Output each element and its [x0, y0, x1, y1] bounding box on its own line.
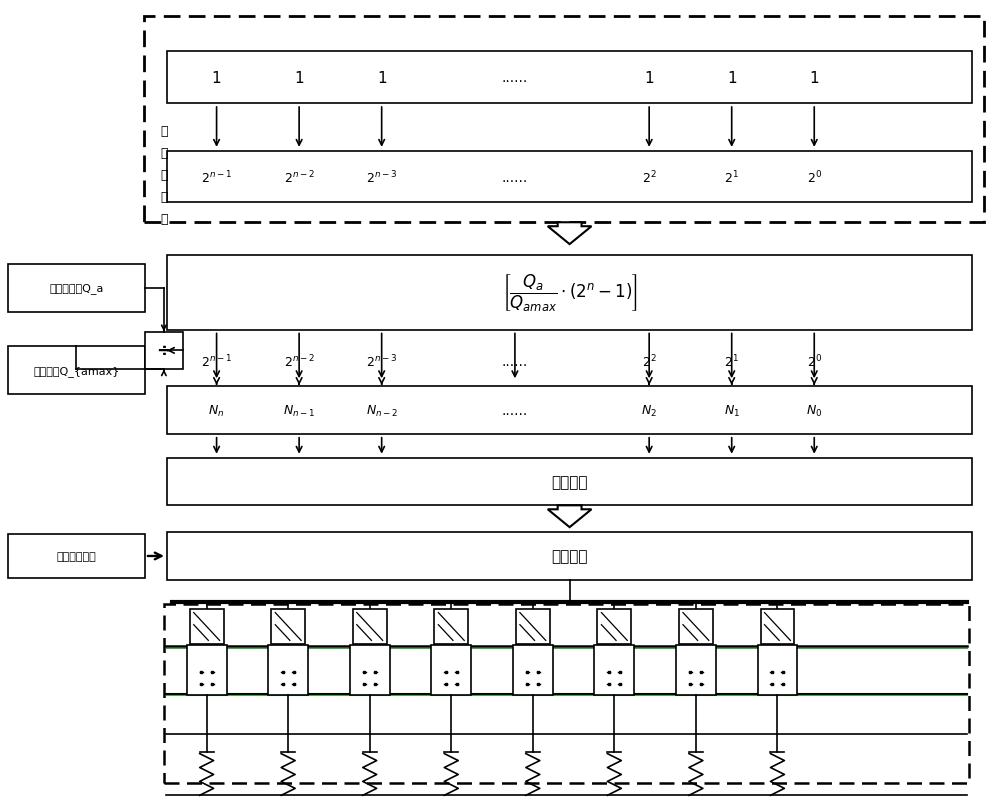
Text: $2^{n-1}$: $2^{n-1}$	[201, 354, 232, 370]
Bar	[167, 533, 972, 580]
Bar	[268, 646, 308, 695]
Text: $N_2$: $N_2$	[641, 403, 657, 418]
Text: 1: 1	[809, 71, 819, 86]
Text: 需要的流量Q_a: 需要的流量Q_a	[49, 283, 104, 294]
Text: 功率放大电路: 功率放大电路	[56, 551, 96, 561]
Bar	[271, 609, 305, 645]
Bar	[167, 53, 972, 104]
Bar	[164, 604, 969, 783]
Bar	[676, 646, 716, 695]
Bar	[350, 646, 390, 695]
Bar	[353, 609, 387, 645]
Text: $2^1$: $2^1$	[724, 354, 739, 370]
Text: ......: ......	[502, 355, 528, 369]
Text: 1: 1	[727, 71, 737, 86]
Bar	[187, 646, 227, 695]
Text: $2^1$: $2^1$	[724, 169, 739, 186]
Text: 1: 1	[212, 71, 221, 86]
Bar	[434, 609, 468, 645]
Bar	[594, 646, 634, 695]
Text: $2^{n-3}$: $2^{n-3}$	[366, 354, 397, 370]
Bar	[144, 17, 984, 223]
Text: 1: 1	[377, 71, 386, 86]
Bar	[513, 646, 553, 695]
Text: $N_{n-1}$: $N_{n-1}$	[283, 403, 315, 418]
Text: $2^{n-2}$: $2^{n-2}$	[284, 354, 315, 370]
Text: $2^{n-1}$: $2^{n-1}$	[201, 169, 232, 186]
Text: $2^2$: $2^2$	[642, 354, 657, 370]
Bar	[190, 609, 224, 645]
Bar	[516, 609, 550, 645]
Text: ......: ......	[502, 170, 528, 184]
Text: ......: ......	[502, 71, 528, 85]
Bar	[758, 646, 797, 695]
Bar	[761, 609, 794, 645]
Text: 进: 进	[160, 147, 168, 160]
Text: 法: 法	[160, 191, 168, 204]
Bar	[167, 255, 972, 330]
Text: 最大流量Q_{amax}: 最大流量Q_{amax}	[33, 365, 120, 376]
Bar	[167, 387, 972, 434]
Bar	[431, 646, 471, 695]
Text: $2^2$: $2^2$	[642, 169, 657, 186]
Text: $N_1$: $N_1$	[724, 403, 740, 418]
Bar	[597, 609, 631, 645]
Text: ÷: ÷	[156, 342, 171, 360]
Bar	[167, 458, 972, 506]
Text: $\left[\dfrac{Q_a}{Q_{amax}}\cdot(2^n-1)\right]$: $\left[\dfrac{Q_a}{Q_{amax}}\cdot(2^n-1)…	[502, 272, 638, 314]
Text: $N_0$: $N_0$	[806, 403, 822, 418]
Text: $N_n$: $N_n$	[208, 403, 225, 418]
Bar	[167, 152, 972, 203]
Text: $2^0$: $2^0$	[807, 169, 822, 186]
Text: 1: 1	[644, 71, 654, 86]
Text: $2^{n-2}$: $2^{n-2}$	[284, 169, 315, 186]
Text: $2^{n-3}$: $2^{n-3}$	[366, 169, 397, 186]
Polygon shape	[548, 223, 591, 245]
Text: 1: 1	[294, 71, 304, 86]
Text: 控制信号: 控制信号	[551, 549, 588, 564]
Text: $N_{n-2}$: $N_{n-2}$	[366, 403, 398, 418]
Polygon shape	[548, 506, 591, 527]
Text: 制: 制	[160, 169, 168, 182]
Text: ......: ......	[502, 403, 528, 418]
Bar	[679, 609, 713, 645]
Text: 二: 二	[160, 125, 168, 138]
Bar	[8, 347, 145, 395]
Text: 则: 则	[160, 212, 168, 225]
Bar	[8, 534, 145, 578]
Text: 导通信号: 导通信号	[551, 474, 588, 489]
Bar	[145, 332, 183, 370]
Bar	[8, 264, 145, 312]
Text: $2^0$: $2^0$	[807, 354, 822, 370]
